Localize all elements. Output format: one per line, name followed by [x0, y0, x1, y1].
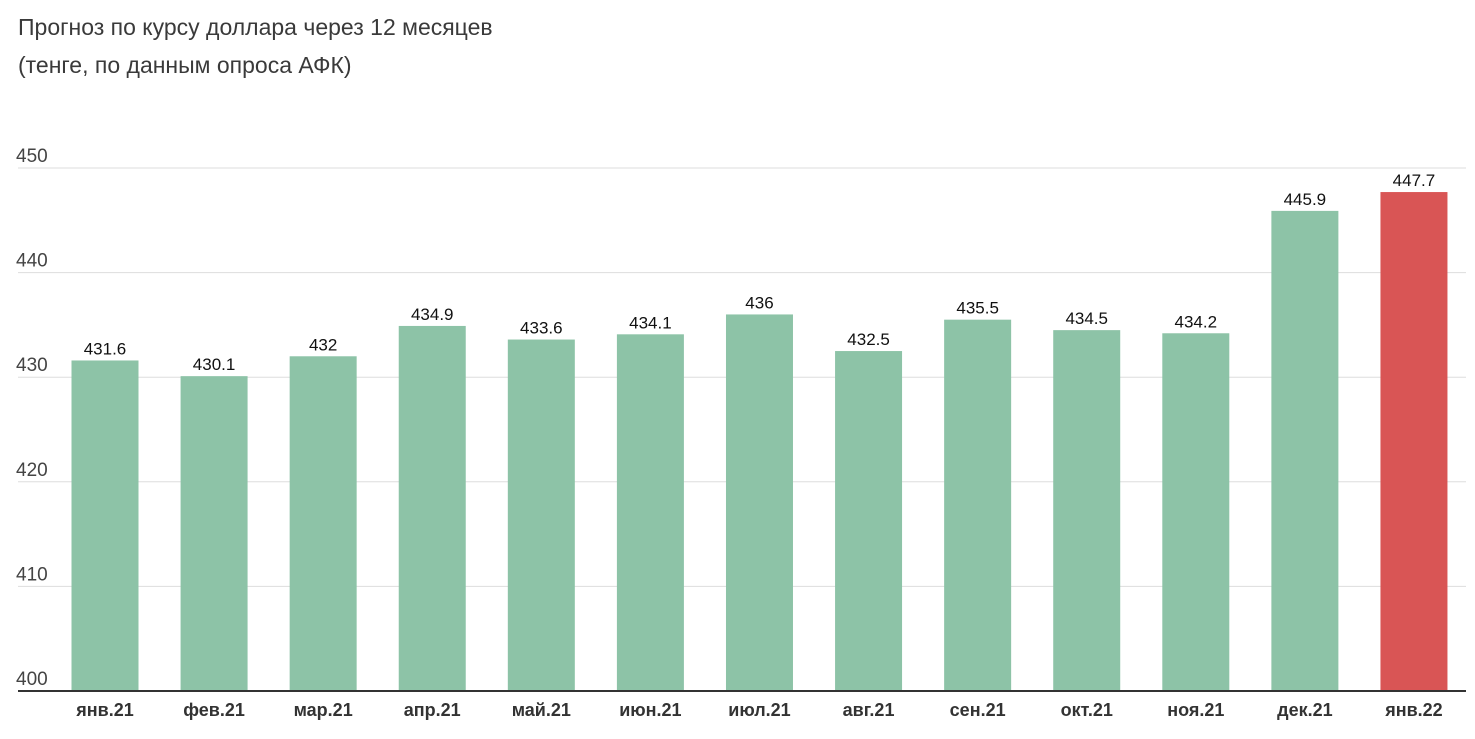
bar — [71, 360, 139, 691]
chart-subtitle: (тенге, по данным опроса АФК) — [18, 52, 352, 78]
x-tick-label: ноя.21 — [1167, 700, 1224, 720]
bar — [180, 376, 248, 691]
x-tick-label: янв.22 — [1384, 700, 1442, 720]
data-label: 434.1 — [629, 313, 672, 332]
bar — [725, 314, 793, 691]
bar — [507, 339, 575, 691]
y-tick-label: 440 — [16, 251, 48, 272]
x-tick-label: мар.21 — [294, 700, 353, 720]
x-tick-label: окт.21 — [1061, 700, 1113, 720]
x-tick-label: июн.21 — [619, 700, 681, 720]
bar — [835, 351, 903, 691]
data-label: 445.9 — [1284, 190, 1327, 209]
bar — [1162, 333, 1230, 691]
bar — [289, 356, 357, 691]
bar — [944, 319, 1012, 691]
x-tick-label: май.21 — [512, 700, 571, 720]
bar — [616, 334, 684, 691]
y-tick-label: 420 — [16, 460, 48, 481]
data-label: 434.5 — [1065, 309, 1108, 328]
data-label: 433.6 — [520, 319, 563, 338]
x-tick-label: янв.21 — [75, 700, 133, 720]
y-tick-label: 450 — [16, 146, 48, 167]
data-label: 434.2 — [1175, 312, 1218, 331]
x-tick-label: апр.21 — [404, 700, 461, 720]
data-label: 432 — [309, 335, 337, 354]
data-label: 436 — [745, 293, 773, 312]
y-tick-label: 430 — [16, 355, 48, 376]
bar — [398, 325, 466, 691]
y-tick-label: 400 — [16, 669, 48, 690]
x-tick-label: июл.21 — [728, 700, 790, 720]
data-label: 431.6 — [84, 339, 127, 358]
x-tick-label: авг.21 — [843, 700, 895, 720]
data-label: 435.5 — [956, 299, 999, 318]
y-tick-label: 410 — [16, 564, 48, 585]
x-tick-label: фев.21 — [183, 700, 245, 720]
data-label: 430.1 — [193, 355, 236, 374]
chart-title: Прогноз по курсу доллара через 12 месяце… — [18, 14, 493, 40]
bar — [1053, 330, 1121, 691]
x-tick-label: дек.21 — [1277, 700, 1332, 720]
chart-title-block: Прогноз по курсу доллара через 12 месяце… — [18, 8, 493, 84]
data-label: 447.7 — [1393, 171, 1436, 190]
data-label: 434.9 — [411, 305, 454, 324]
bar — [1380, 192, 1448, 692]
data-label: 432.5 — [847, 330, 890, 349]
bar — [1271, 210, 1339, 692]
x-tick-label: сен.21 — [950, 700, 1006, 720]
